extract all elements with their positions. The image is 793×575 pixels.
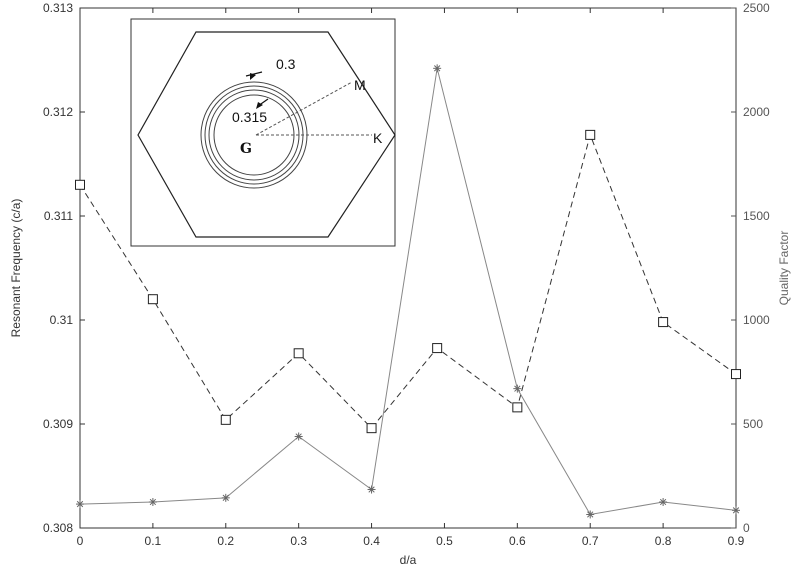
y2-tick-label: 0 — [743, 521, 750, 535]
x-tick-label: 0.8 — [655, 534, 672, 548]
g-to-m-path — [255, 81, 353, 136]
x-tick-label: 0.9 — [728, 534, 745, 548]
data-point-square — [220, 414, 231, 425]
inset-brillouin-zone: 0.3 0.315 M K G — [130, 18, 396, 247]
hexagon-zone-boundary — [137, 31, 396, 238]
y2-tick-label: 1500 — [743, 209, 770, 223]
data-point-square — [585, 129, 596, 140]
series-line-0 — [79, 133, 737, 429]
label-point-k: K — [373, 130, 383, 146]
label-inner-contour: 0.315 — [232, 109, 267, 125]
x-axis-ticks: 0 0.1 0.2 0.3 0.4 0.5 0.6 0.7 0.8 0.9 — [77, 8, 745, 548]
label-point-m: M — [354, 77, 366, 93]
y2-tick-label: 500 — [743, 417, 763, 431]
data-point-asterisk — [513, 384, 522, 393]
x-tick-label: 0.5 — [436, 534, 453, 548]
y-tick-label: 0.313 — [43, 1, 73, 15]
outer-contour-arrowhead — [250, 73, 256, 80]
data-point-asterisk — [659, 498, 668, 506]
data-point-asterisk — [221, 493, 230, 502]
data-point-square — [147, 294, 158, 305]
data-point-square — [293, 348, 304, 359]
data-point-asterisk — [367, 485, 376, 494]
y-axis-left-label: Resonant Frequency (c/a) — [9, 199, 23, 338]
data-point-asterisk — [76, 500, 84, 509]
x-tick-label: 0 — [77, 534, 84, 548]
y2-tick-label: 2000 — [743, 105, 770, 119]
x-tick-label: 0.3 — [290, 534, 307, 548]
data-point-square — [75, 179, 85, 190]
x-tick-label: 0.2 — [217, 534, 234, 548]
y2-tick-label: 1000 — [743, 313, 770, 327]
label-outer-contour: 0.3 — [276, 56, 296, 72]
x-tick-label: 0.7 — [582, 534, 599, 548]
data-point-asterisk — [294, 432, 303, 441]
y-tick-label: 0.31 — [50, 313, 74, 327]
inset-frame — [130, 18, 396, 247]
label-point-g: G — [240, 141, 252, 157]
data-point-asterisk — [433, 64, 442, 73]
data-point-square — [731, 369, 741, 380]
y-axis-right-ticks: 0 500 1000 1500 2000 2500 — [731, 1, 770, 535]
data-point-square — [658, 317, 669, 328]
series-layer — [75, 64, 741, 519]
y-axis-right-label: Quality Factor — [777, 231, 791, 306]
plot-frame — [79, 7, 737, 529]
data-point-asterisk — [148, 498, 157, 506]
inner-contour-arrowhead — [256, 102, 263, 109]
data-point-asterisk — [732, 506, 740, 515]
series-line-1 — [79, 68, 737, 516]
x-tick-label: 0.4 — [363, 534, 380, 548]
y-tick-label: 0.312 — [43, 105, 73, 119]
y2-tick-label: 2500 — [743, 1, 770, 15]
y-tick-label: 0.308 — [43, 521, 73, 535]
data-point-square — [366, 423, 377, 434]
y-axis-left-ticks: 0.308 0.309 0.31 0.311 0.312 0.313 — [43, 1, 85, 535]
data-point-asterisk — [586, 510, 595, 519]
outer-contour-pointer — [245, 71, 263, 77]
y-tick-label: 0.311 — [44, 209, 73, 223]
data-point-square — [432, 343, 443, 354]
x-tick-label: 0.6 — [509, 534, 526, 548]
data-point-square — [512, 402, 523, 413]
x-tick-label: 0.1 — [145, 534, 162, 548]
x-axis-label: d/a — [400, 553, 417, 567]
y-tick-label: 0.309 — [43, 417, 73, 431]
